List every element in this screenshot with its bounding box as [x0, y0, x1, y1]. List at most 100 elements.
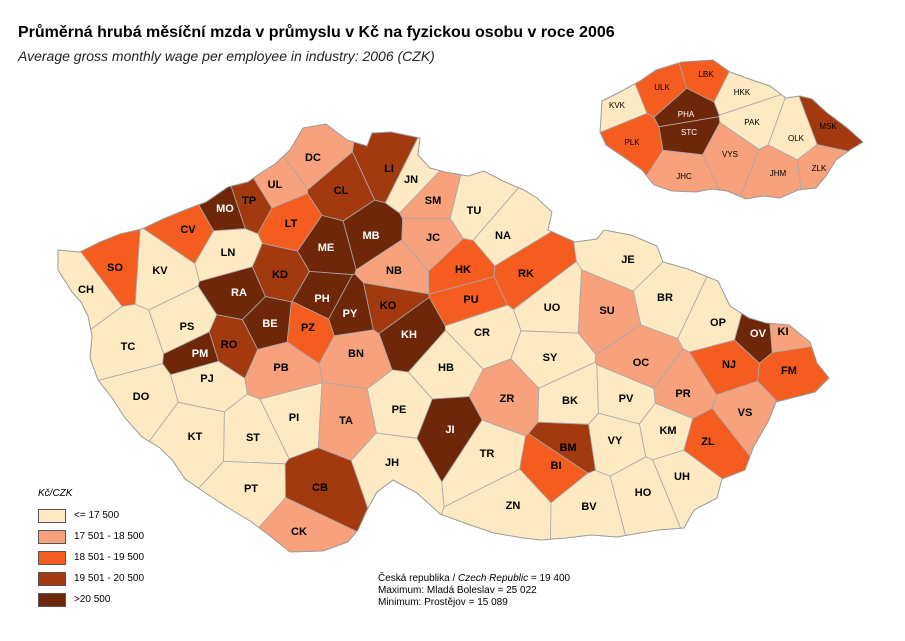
district-label-sy: SY [543, 352, 558, 364]
district-ul [174, 124, 309, 209]
region-label-jhc: JHC [676, 172, 692, 181]
district-label-na: NA [495, 230, 511, 242]
district-label-kh: KH [401, 329, 417, 341]
region-label-hkk: HKK [734, 88, 751, 97]
map-title: Průměrná hrubá měsíční mzda v průmyslu v… [18, 24, 615, 41]
district-label-km: KM [659, 425, 676, 437]
legend-label: >20 500 [74, 594, 111, 605]
district-label-rk: RK [518, 268, 534, 280]
district-label-ul: UL [268, 179, 283, 191]
district-label-cl: CL [334, 185, 349, 197]
footnote-republic-label-en: Czech Republic [458, 573, 529, 584]
district-label-pt: PT [244, 483, 258, 495]
district-label-cr: CR [474, 327, 490, 339]
district-label-pu: PU [463, 294, 478, 306]
district-label-pm: PM [192, 348, 209, 360]
region-label-pak: PAK [744, 118, 760, 127]
legend: Kč/CZK <= 17 500 17 501 - 18 500 18 501 - … [38, 488, 144, 610]
region-label-stc: STC [681, 128, 697, 137]
district-label-bm: BM [559, 442, 576, 454]
district-label-ch: CH [78, 284, 94, 296]
district-label-op: OP [710, 317, 726, 329]
district-label-jh: JH [385, 457, 399, 469]
district-label-fm: FM [781, 365, 797, 377]
district-label-cb: CB [312, 482, 328, 494]
district-label-vs: VS [738, 407, 753, 419]
district-label-tr: TR [480, 448, 495, 460]
district-label-do: DO [133, 391, 150, 403]
district-label-hb: HB [438, 362, 454, 374]
region-label-pha: PHA [678, 110, 695, 119]
district-label-ta: TA [339, 415, 353, 427]
region-outline [599, 59, 864, 200]
footnote-minimum: Minimum: Prostějov = 15 089 [378, 597, 508, 608]
district-label-ln: LN [221, 247, 236, 259]
district-label-hk: HK [455, 264, 471, 276]
legend-item: 17 501 - 18 500 [38, 526, 144, 547]
district-label-ps: PS [180, 321, 195, 333]
legend-swatch [38, 550, 66, 565]
district-label-tu: TU [467, 205, 482, 217]
district-label-bi: BI [551, 460, 562, 472]
district-label-mo: MO [216, 203, 234, 215]
district-label-dc: DC [305, 152, 321, 164]
district-label-pb: PB [273, 362, 288, 374]
district-label-pj: PJ [200, 373, 213, 385]
region-label-jhm: JHM [770, 169, 787, 178]
district-label-je: JE [621, 254, 634, 266]
district-label-li: LI [384, 163, 394, 175]
district-label-bn: BN [348, 348, 364, 360]
district-uh [652, 449, 829, 552]
footnote-republic-label: Česká republika / [378, 573, 459, 584]
district-label-ro: RO [221, 339, 238, 351]
legend-label: 18 501 - 19 500 [74, 552, 145, 563]
district-label-pr: PR [675, 388, 690, 400]
legend-title: Kč/CZK [38, 488, 73, 499]
legend-label: 17 501 - 18 500 [74, 531, 145, 542]
district-label-ko: KO [380, 300, 397, 312]
district-label-st: ST [246, 432, 260, 444]
district-label-zl: ZL [701, 436, 715, 448]
summary-footnote: Česká republika / Czech Republic = 19 40… [378, 573, 570, 609]
legend-swatch [38, 571, 66, 586]
district-label-nj: NJ [722, 359, 736, 371]
legend-label: 19 501 - 20 500 [74, 573, 145, 584]
district-label-tp: TP [242, 195, 256, 207]
legend-item: <= 17 500 [38, 505, 144, 526]
district-label-uh: UH [674, 471, 690, 483]
district-ov [734, 236, 773, 364]
region-label-plk: PLK [624, 138, 640, 147]
footnote-republic: Česká republika / Czech Republic = 19 40… [378, 573, 570, 585]
district-label-pv: PV [619, 393, 634, 405]
district-label-tc: TC [121, 341, 136, 353]
district-label-br: BR [657, 292, 673, 304]
legend-item: 19 501 - 20 500 [38, 568, 144, 589]
legend-swatch [38, 529, 66, 544]
district-label-kv: KV [152, 265, 168, 277]
district-label-sm: SM [425, 195, 442, 207]
district-outline [57, 123, 830, 553]
footnote-maximum: Maximum: Mladá Boleslav = 25 022 [378, 585, 537, 596]
legend-item: 18 501 - 19 500 [38, 547, 144, 568]
district-label-py: PY [343, 308, 358, 320]
region-label-lbk: LBK [698, 70, 714, 79]
district-label-jc: JC [426, 232, 440, 244]
district-label-ph: PH [314, 293, 329, 305]
district-label-be: BE [262, 318, 277, 330]
district-label-bv: BV [581, 501, 597, 513]
district-label-lt: LT [285, 218, 298, 230]
district-label-ki: KI [778, 326, 789, 338]
district-fm [757, 335, 829, 511]
district-label-pz: PZ [301, 322, 315, 334]
district-label-ra: RA [231, 287, 247, 299]
legend-swatch [38, 508, 66, 523]
district-label-zr: ZR [500, 393, 515, 405]
district-label-su: SU [599, 305, 614, 317]
legend-label: <= 17 500 [74, 510, 120, 521]
district-label-ji: JI [445, 424, 454, 436]
region-plk [600, 112, 664, 199]
district-label-pi: PI [289, 412, 299, 424]
district-label-vy: VY [608, 435, 623, 447]
region-label-vys: VYS [722, 150, 738, 159]
district-label-cv: CV [180, 224, 196, 236]
